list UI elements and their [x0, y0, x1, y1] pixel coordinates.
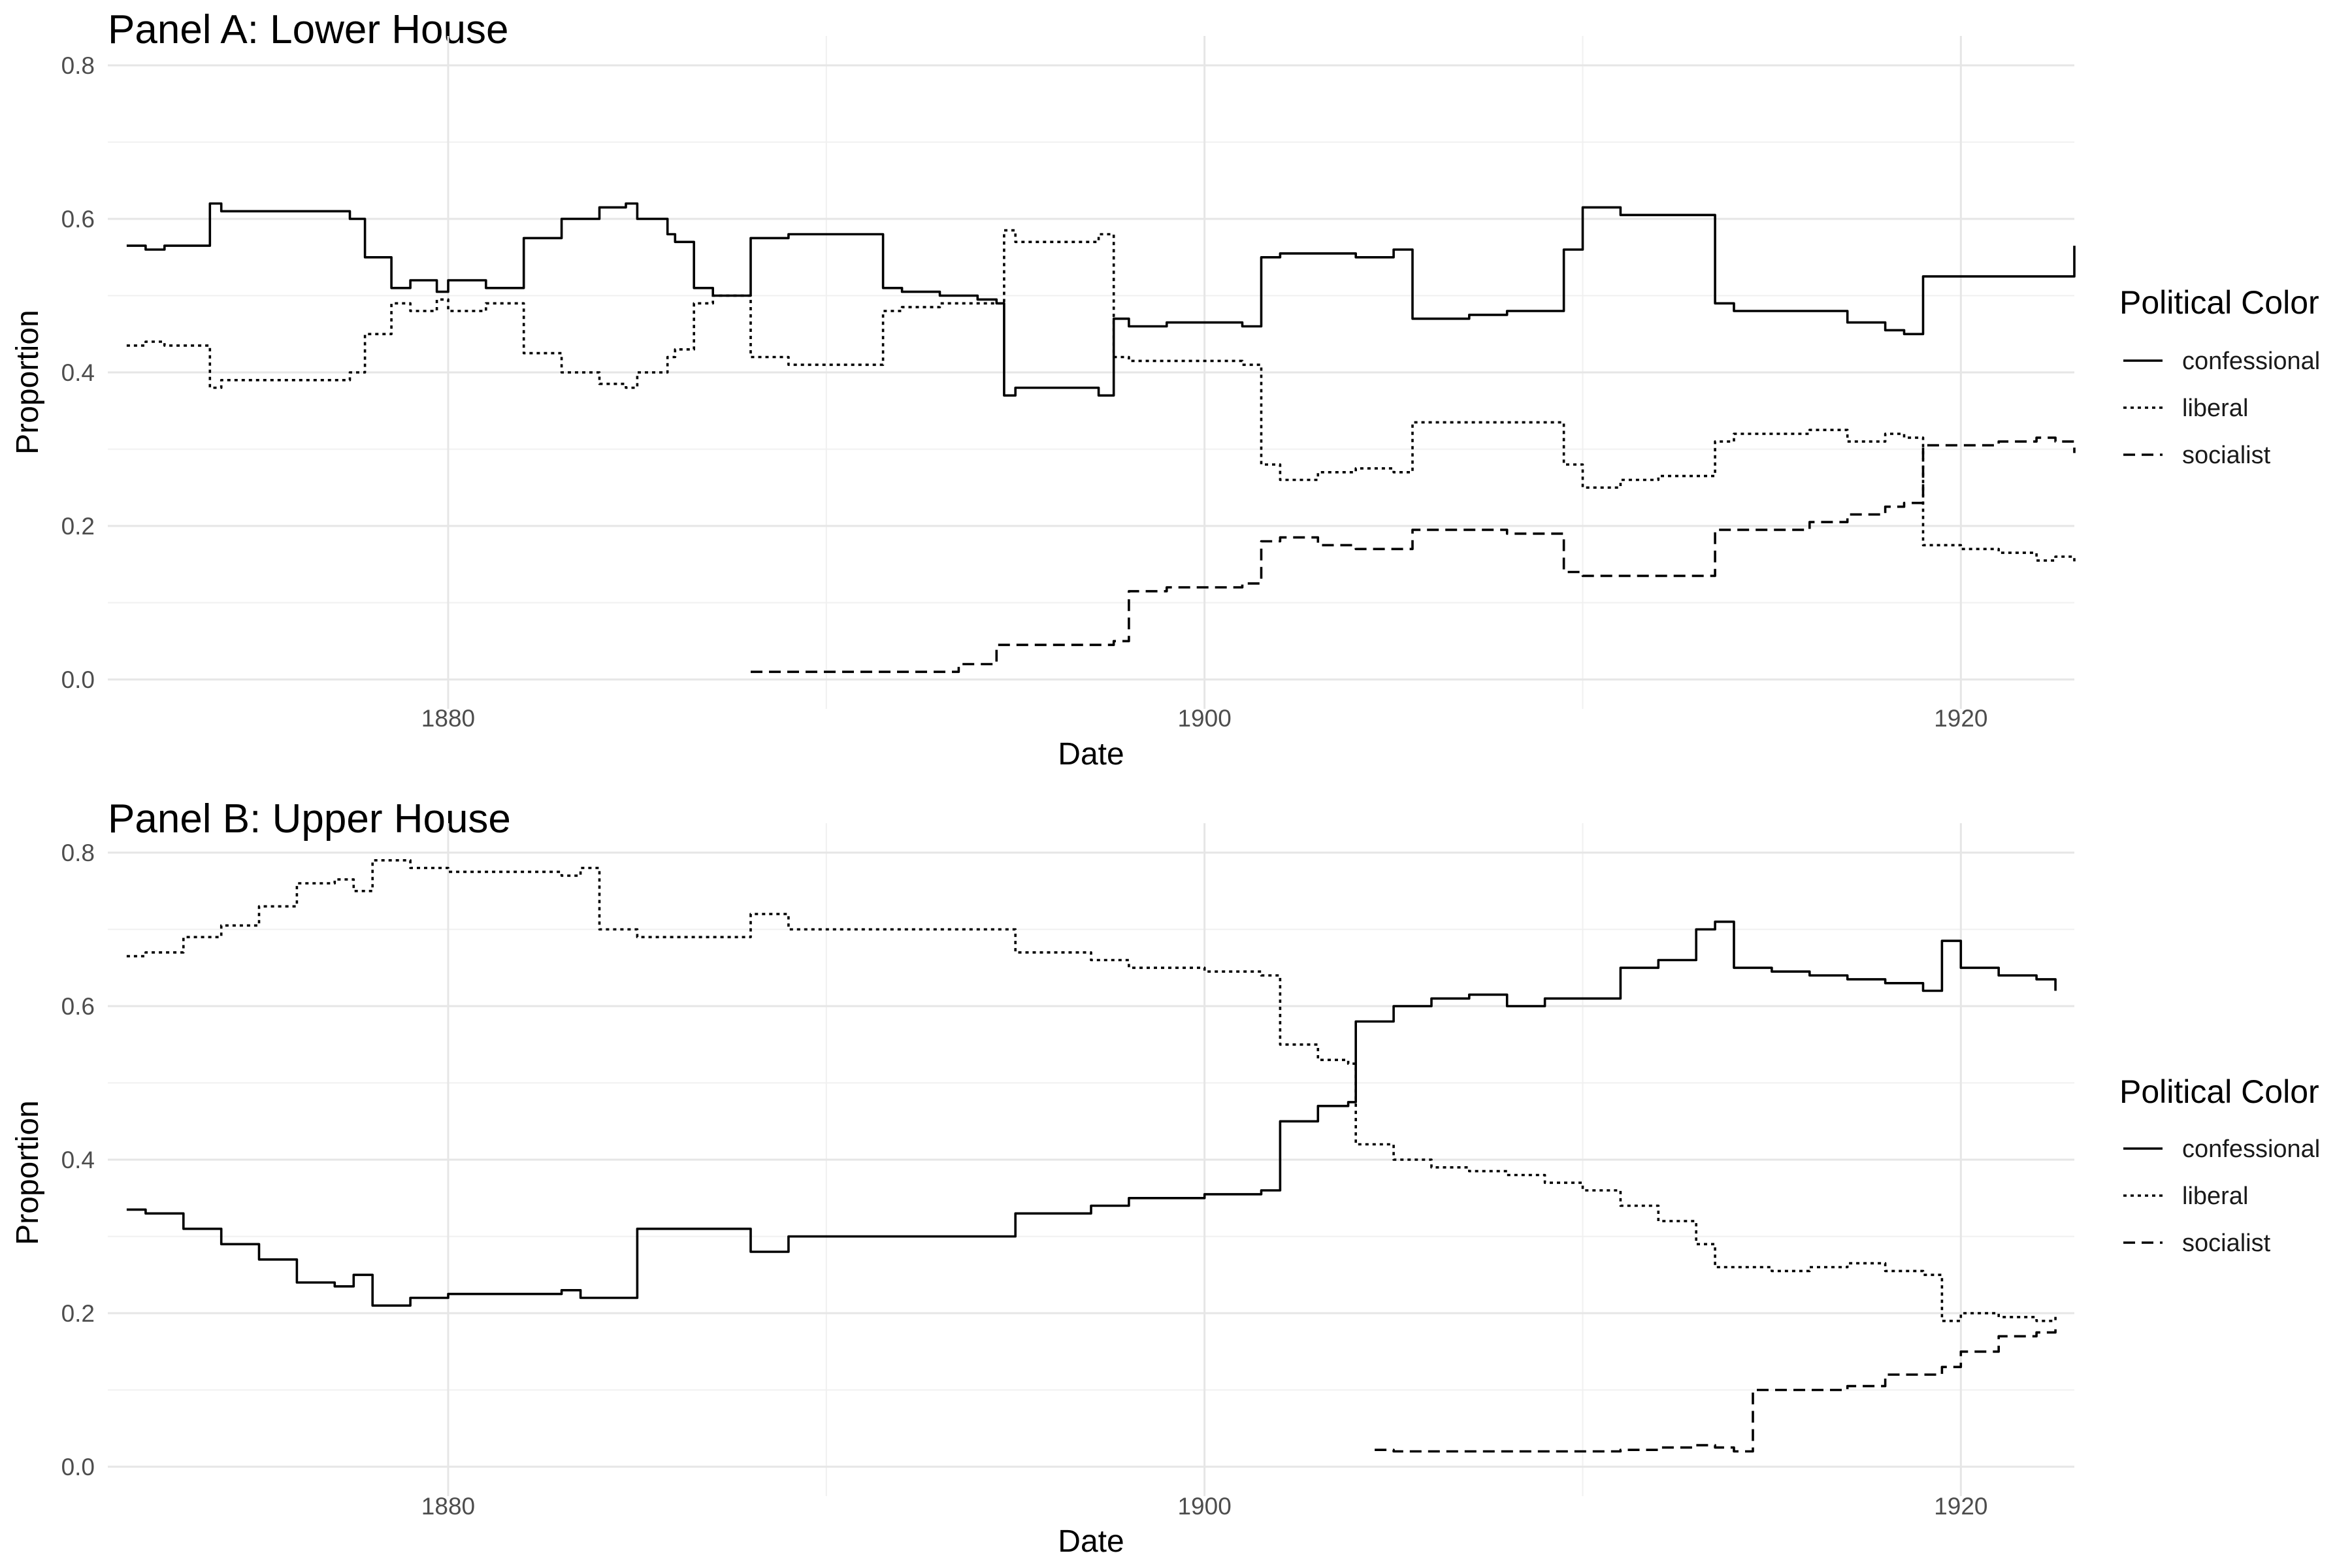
x-tick-label: 1880 — [421, 1493, 475, 1520]
x-tick-label: 1920 — [1934, 705, 1987, 732]
y-tick-label: 0.2 — [61, 513, 95, 540]
x-tick-labels: 1880 1900 1920 — [421, 1493, 1988, 1520]
x-tick-label: 1920 — [1934, 1493, 1987, 1520]
x-axis-title: Date — [1058, 737, 1124, 772]
y-tick-label: 0.8 — [61, 52, 95, 79]
series-line-confessional — [126, 202, 2076, 397]
y-tick-label: 0.6 — [61, 993, 95, 1020]
legend-title: Political Color — [2119, 284, 2319, 321]
x-axis-title: Date — [1058, 1524, 1124, 1559]
series-line-confessional — [126, 921, 2057, 1307]
panel-upper-house: Panel B: Upper House 0.0 0.2 0.4 0.6 0.8 188… — [10, 796, 2320, 1559]
x-tick-label: 1880 — [421, 705, 475, 732]
legend-label-socialist: socialist — [2182, 442, 2271, 469]
series-lines — [126, 859, 2057, 1453]
gridlines — [108, 36, 2074, 709]
y-axis-title: Proportion — [10, 310, 45, 454]
y-tick-label: 0.2 — [61, 1300, 95, 1327]
legend: Political Color confessional liberal socia… — [2119, 1073, 2320, 1257]
legend-label-socialist: socialist — [2182, 1230, 2271, 1257]
gridlines — [108, 823, 2074, 1496]
y-axis-title: Proportion — [10, 1100, 45, 1245]
legend: Political Color confessional liberal socia… — [2119, 284, 2320, 469]
series-line-socialist — [751, 436, 2076, 674]
y-tick-label: 0.4 — [61, 359, 95, 386]
panel-title: Panel A: Lower House — [108, 7, 509, 52]
legend-label-liberal: liberal — [2182, 395, 2248, 422]
legend-label-confessional: confessional — [2182, 1135, 2320, 1163]
legend-label-confessional: confessional — [2182, 348, 2320, 375]
x-tick-label: 1900 — [1177, 1493, 1231, 1520]
legend-title: Political Color — [2119, 1073, 2319, 1110]
legend-label-liberal: liberal — [2182, 1183, 2248, 1210]
series-line-liberal — [126, 859, 2057, 1322]
y-tick-label: 0.8 — [61, 840, 95, 866]
panel-title: Panel B: Upper House — [108, 796, 511, 841]
y-tick-label: 0.4 — [61, 1147, 95, 1173]
y-tick-labels: 0.0 0.2 0.4 0.6 0.8 — [61, 840, 95, 1480]
y-tick-label: 0.6 — [61, 206, 95, 233]
x-tick-label: 1900 — [1177, 705, 1231, 732]
y-tick-labels: 0.0 0.2 0.4 0.6 0.8 — [61, 52, 95, 693]
y-tick-label: 0.0 — [61, 1454, 95, 1480]
y-tick-label: 0.0 — [61, 666, 95, 693]
x-tick-labels: 1880 1900 1920 — [421, 705, 1988, 732]
panel-lower-house: Panel A: Lower House 0.0 0.2 0.4 0.6 0.8 188… — [10, 7, 2320, 772]
series-lines — [126, 202, 2076, 674]
series-line-socialist — [1375, 1324, 2057, 1453]
